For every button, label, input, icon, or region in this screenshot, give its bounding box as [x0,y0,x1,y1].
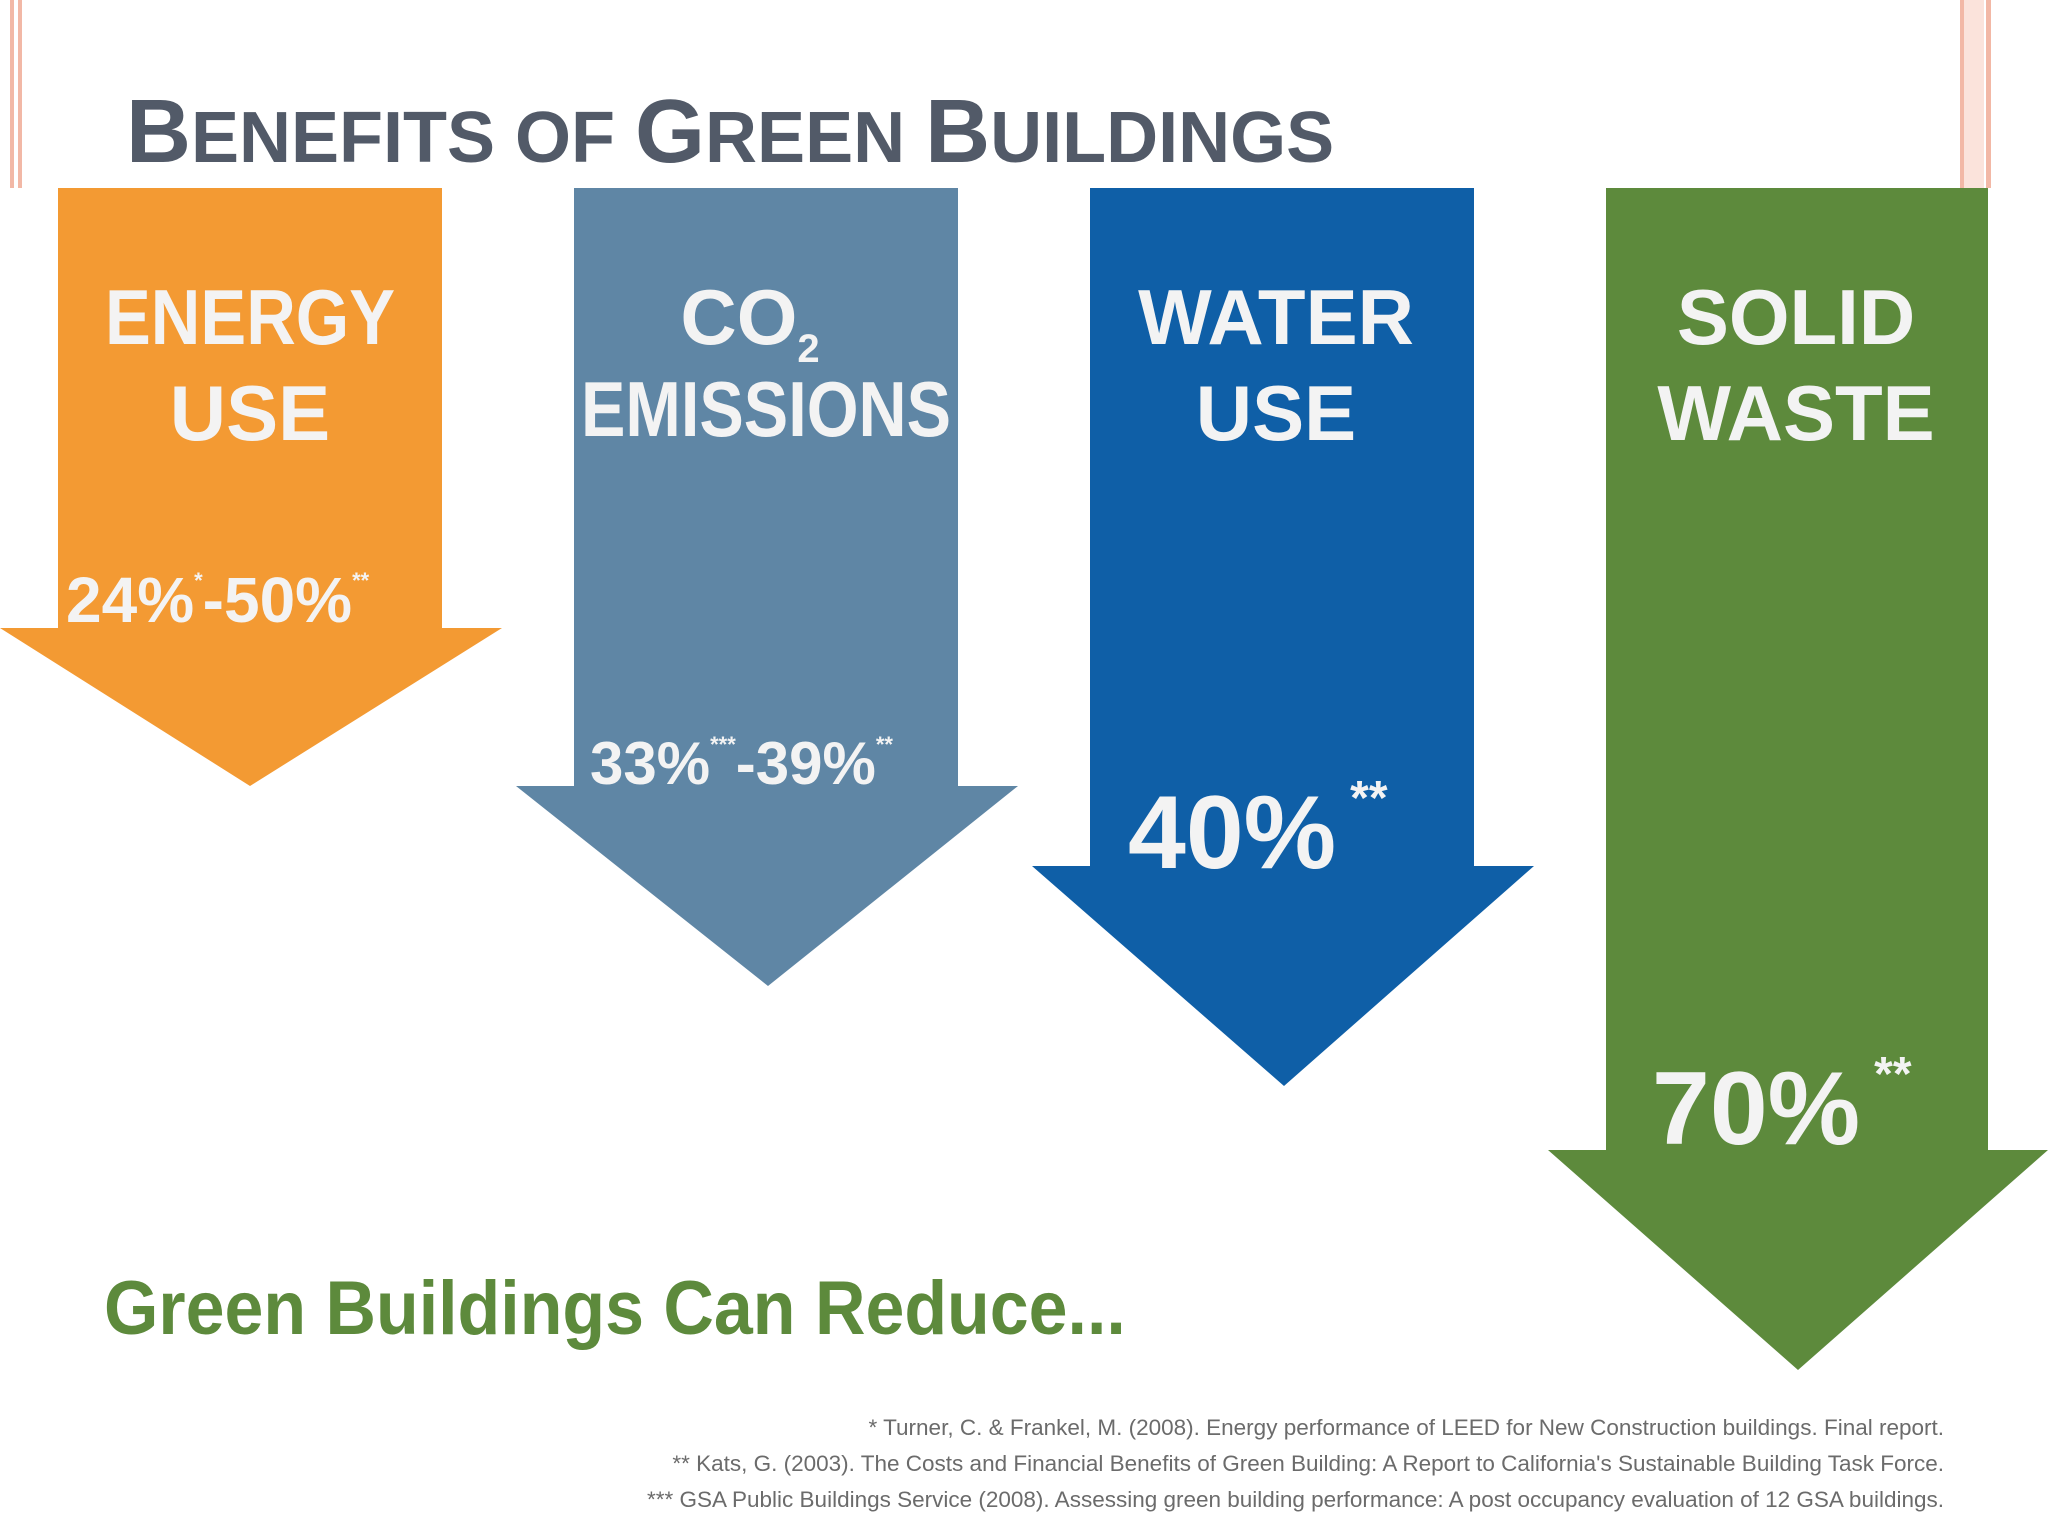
reference-1: * Turner, C. & Frankel, M. (2008). Energ… [868,1415,1944,1440]
reduction-arrows-diagram: ENERGY USE 24%*-50%** CO2 EMISSIONS 33%*… [0,188,2048,1370]
arrow-waste-label-2: WASTE [1657,369,1934,457]
right-decor-bar-2 [1986,0,1991,188]
waste-value: 70% [1652,1051,1860,1167]
co2-mark-2: ** [876,732,894,757]
arrow-water-label-2: USE [1196,369,1356,457]
arrow-waste-shape [1548,188,2048,1370]
waste-mark: ** [1874,1048,1912,1101]
title-cap-g: G [635,82,706,182]
energy-mark-1: * [194,568,203,593]
co2-text: CO [680,273,797,361]
co2-dash: - [736,730,756,797]
arrow-co2-label-2: EMISSIONS [581,365,951,453]
arrow-water: WATER USE 40% ** [1032,188,1534,1086]
arrow-energy-label-2: USE [170,369,330,457]
title-buildings: UILDINGS [990,98,1335,178]
arrow-waste-value: 70% ** [1652,1048,1912,1167]
energy-value-1: 24% [66,564,194,636]
co2-subscript: 2 [797,327,819,371]
arrow-co2-shape [516,188,1018,986]
energy-dash: - [203,564,224,636]
co2-value-2: 39% [756,730,876,797]
right-decor-panel [1962,0,1984,188]
water-value: 40% [1128,775,1336,891]
reference-3: *** GSA Public Buildings Service (2008).… [646,1487,1944,1512]
arrow-co2: CO2 EMISSIONS 33%***-39%** [516,188,1018,986]
right-decor-bar-1 [1960,0,1964,188]
title-rest: ENEFITS OF [191,98,636,178]
arrow-co2-value: 33%***-39%** [590,730,893,797]
arrow-energy: ENERGY USE 24%*-50%** [0,188,502,786]
left-decor-bar-2 [18,0,22,188]
energy-mark-2: ** [352,568,370,593]
title-green: REEN [705,98,926,178]
co2-value-1: 33% [590,730,710,797]
energy-value-2: 50% [224,564,352,636]
tagline: Green Buildings Can Reduce... [104,1266,1126,1351]
arrow-water-label-1: WATER [1138,273,1414,361]
page-title: BENEFITS OF GREEN BUILDINGS [126,82,1334,188]
co2-mark-1: *** [710,732,736,757]
title-cap-b2: B [925,82,991,182]
arrow-energy-shape [0,188,502,786]
arrow-water-value: 40% ** [1128,772,1388,891]
arrow-waste-label-1: SOLID [1677,273,1915,361]
left-decor-bar-1 [10,0,14,188]
arrow-waste: SOLID WASTE 70% ** [1548,188,2048,1370]
water-mark: ** [1350,772,1388,825]
reference-2: ** Kats, G. (2003). The Costs and Financ… [672,1451,1944,1476]
references: * Turner, C. & Frankel, M. (2008). Energ… [244,1410,1944,1518]
arrow-co2-label-1: CO2 [680,273,819,371]
arrow-water-shape [1032,188,1534,1086]
arrow-energy-label-1: ENERGY [105,273,395,361]
title-cap-b: B [126,82,191,182]
arrow-energy-value: 24%*-50%** [66,564,370,636]
